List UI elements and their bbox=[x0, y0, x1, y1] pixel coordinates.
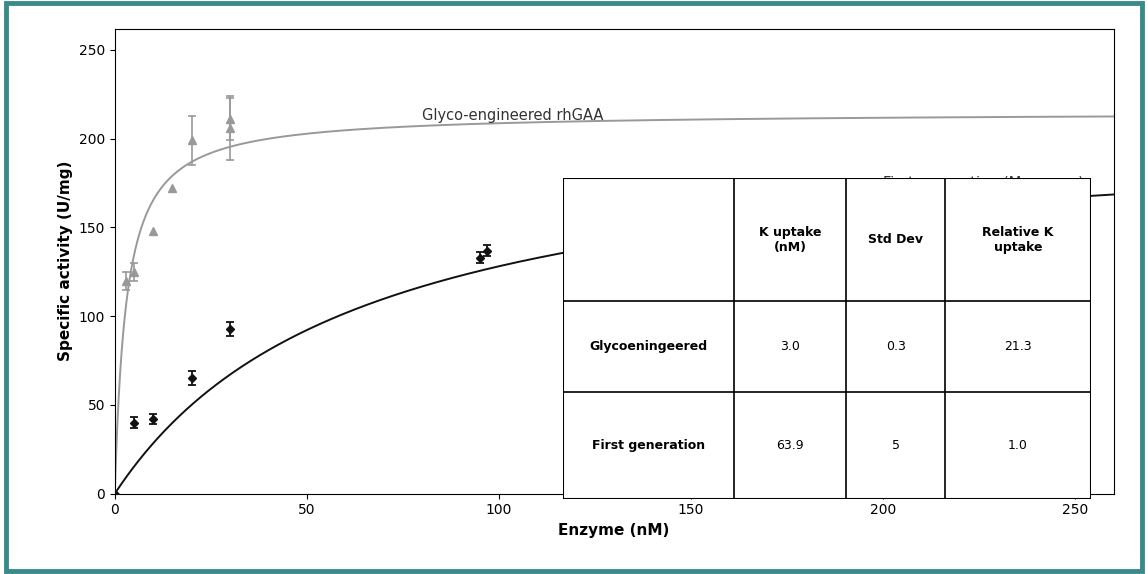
Y-axis label: Specific activity (U/mg): Specific activity (U/mg) bbox=[59, 161, 73, 362]
Text: 3.0: 3.0 bbox=[781, 340, 800, 353]
X-axis label: Enzyme (nM): Enzyme (nM) bbox=[558, 523, 670, 538]
Text: K uptake
(nM): K uptake (nM) bbox=[759, 226, 822, 254]
Text: 0.3: 0.3 bbox=[886, 340, 906, 353]
Text: 1.0: 1.0 bbox=[1008, 439, 1027, 452]
Text: Glyco-engineered rhGAA: Glyco-engineered rhGAA bbox=[422, 108, 604, 123]
Text: First generation: First generation bbox=[591, 439, 705, 452]
Text: 63.9: 63.9 bbox=[776, 439, 804, 452]
Text: 5: 5 bbox=[892, 439, 900, 452]
Text: Std Dev: Std Dev bbox=[868, 233, 923, 246]
Text: Glycoeningeered: Glycoeningeered bbox=[589, 340, 707, 353]
Text: First generation (Myozyme): First generation (Myozyme) bbox=[883, 176, 1084, 191]
Text: Relative K
uptake: Relative K uptake bbox=[983, 226, 1054, 254]
Text: 21.3: 21.3 bbox=[1004, 340, 1032, 353]
